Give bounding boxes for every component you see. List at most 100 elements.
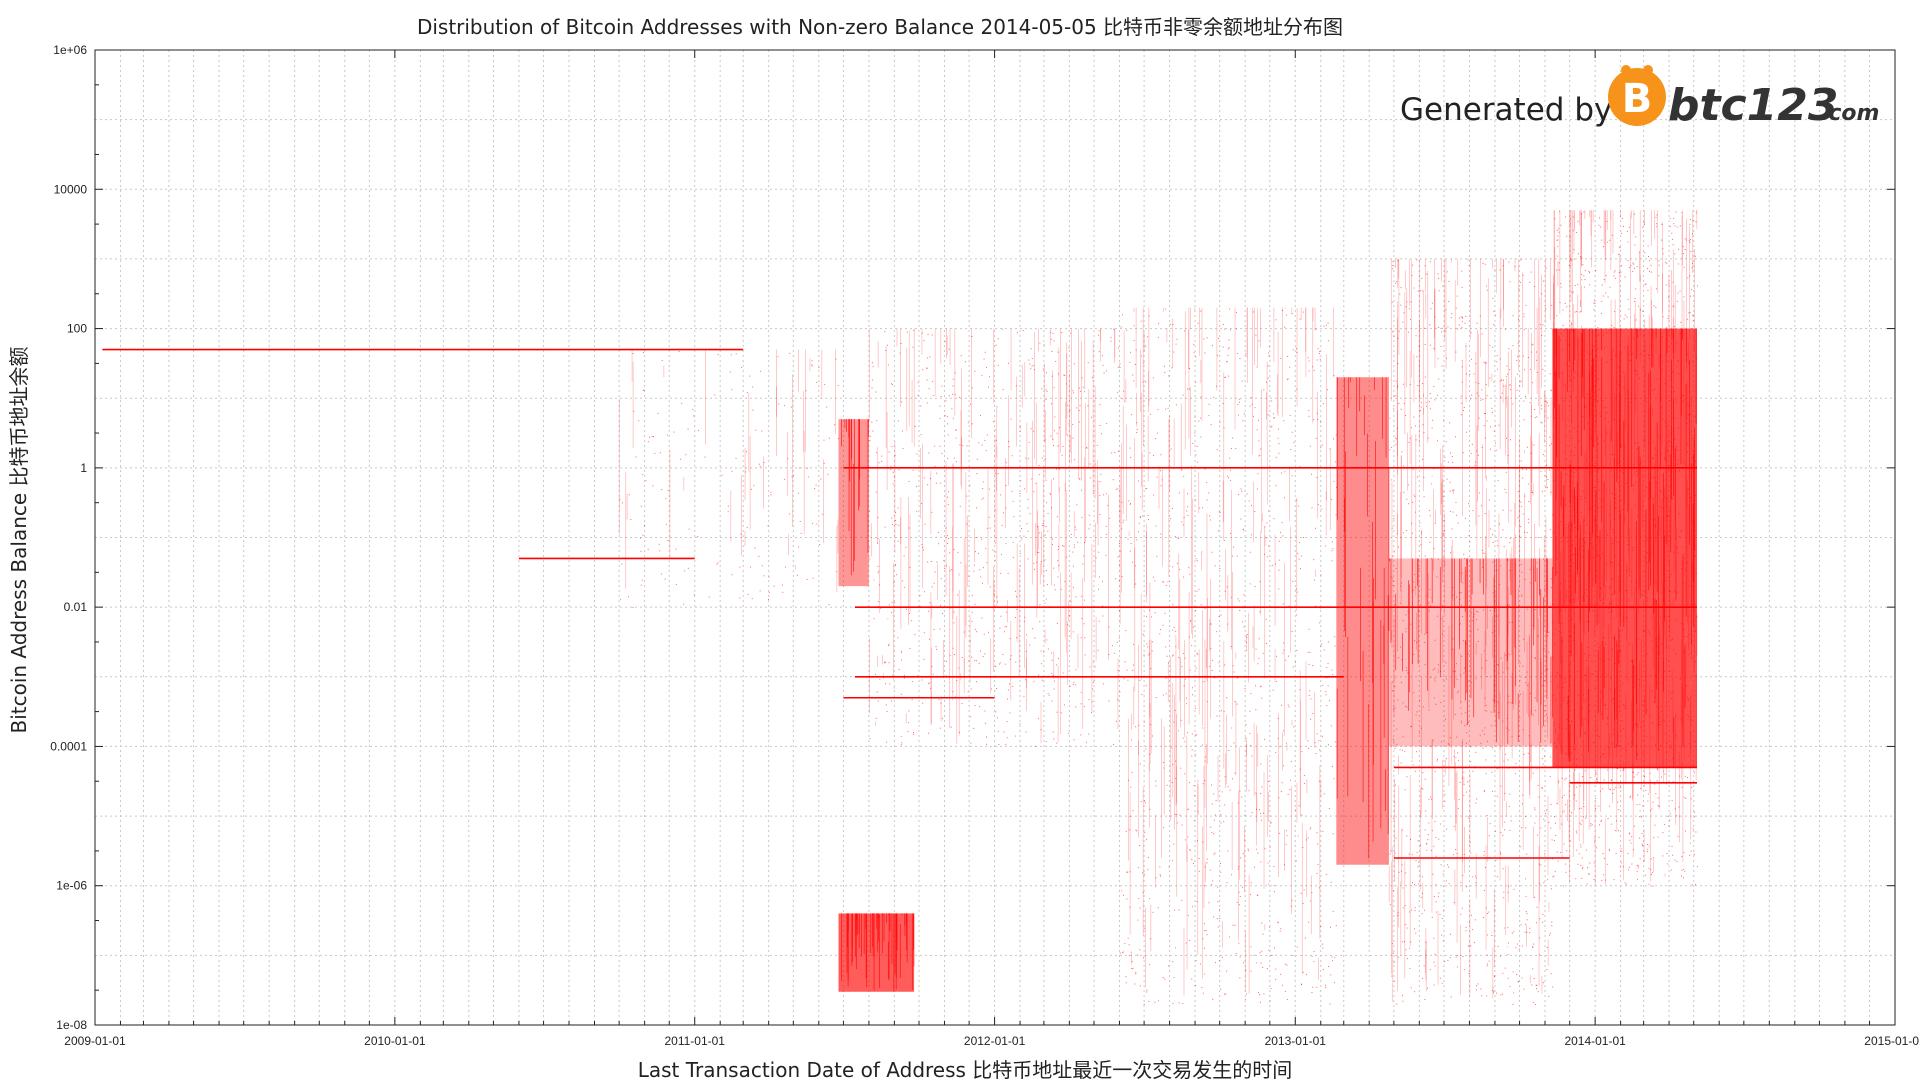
- data-point: [901, 650, 903, 652]
- data-point: [971, 594, 973, 596]
- data-point: [1692, 315, 1694, 317]
- data-point: [1005, 485, 1007, 487]
- data-point: [1416, 259, 1418, 261]
- data-point: [1239, 904, 1241, 906]
- data-point: [1674, 325, 1676, 327]
- data-point: [688, 528, 690, 530]
- data-point: [1167, 407, 1169, 409]
- data-point: [1542, 913, 1544, 915]
- data-point: [1275, 319, 1277, 321]
- data-point: [1465, 373, 1467, 375]
- data-point: [1064, 374, 1066, 376]
- data-point: [1527, 518, 1529, 520]
- data-point: [905, 608, 907, 610]
- data-point: [1609, 286, 1611, 288]
- data-point: [1528, 501, 1530, 503]
- data-point: [921, 332, 923, 334]
- data-point: [1174, 813, 1176, 815]
- data-point: [1308, 663, 1310, 665]
- data-point: [1536, 906, 1538, 908]
- data-point: [1449, 422, 1451, 424]
- data-point: [1142, 515, 1144, 517]
- data-point: [687, 567, 689, 569]
- data-point: [1053, 430, 1055, 432]
- data-point: [1275, 456, 1277, 458]
- data-point: [884, 661, 886, 663]
- data-point: [1271, 400, 1273, 402]
- data-point: [1129, 550, 1131, 552]
- data-point: [1436, 760, 1438, 762]
- data-point: [1014, 617, 1016, 619]
- data-point: [1159, 470, 1161, 472]
- data-point: [1152, 494, 1154, 496]
- data-point: [1574, 769, 1576, 771]
- data-point: [1648, 271, 1650, 273]
- data-point: [1237, 598, 1239, 600]
- data-point: [1051, 375, 1053, 377]
- data-point: [1038, 474, 1040, 476]
- data-point: [1188, 636, 1190, 638]
- data-point: [1531, 491, 1533, 493]
- data-point: [1132, 561, 1134, 563]
- data-point: [1238, 414, 1240, 416]
- data-point: [1400, 646, 1402, 648]
- data-point: [1293, 442, 1295, 444]
- data-point: [966, 445, 968, 447]
- data-point: [1271, 954, 1273, 956]
- data-point: [1335, 514, 1337, 516]
- data-point: [1135, 583, 1137, 585]
- data-point: [1516, 373, 1518, 375]
- data-point: [1197, 840, 1199, 842]
- data-point: [1216, 631, 1218, 633]
- data-point: [1620, 786, 1622, 788]
- data-point: [1628, 869, 1630, 871]
- data-point: [1238, 600, 1240, 602]
- data-point: [1461, 320, 1463, 322]
- data-point: [1536, 416, 1538, 418]
- data-point: [902, 580, 904, 582]
- data-point: [1189, 939, 1191, 941]
- data-point: [894, 564, 896, 566]
- data-point: [1662, 253, 1664, 255]
- data-point: [1243, 962, 1245, 964]
- data-point: [1201, 744, 1203, 746]
- data-point: [995, 344, 997, 346]
- data-point: [1119, 579, 1121, 581]
- data-point: [1046, 390, 1048, 392]
- data-point: [1490, 448, 1492, 450]
- data-point: [920, 405, 922, 407]
- data-point: [1543, 648, 1545, 650]
- data-point: [1284, 864, 1286, 866]
- data-point: [1172, 604, 1174, 606]
- data-point: [1489, 344, 1491, 346]
- data-point: [1611, 823, 1613, 825]
- data-point: [921, 544, 923, 546]
- data-point: [1211, 670, 1213, 672]
- data-point: [1582, 264, 1584, 266]
- data-point: [877, 700, 879, 702]
- data-point: [1133, 325, 1135, 327]
- data-point: [1068, 347, 1070, 349]
- data-point: [784, 566, 786, 568]
- data-point: [1282, 309, 1284, 311]
- data-point: [1100, 473, 1102, 475]
- data-point: [1325, 691, 1327, 693]
- data-point: [947, 496, 949, 498]
- data-point: [1521, 595, 1523, 597]
- data-point: [1422, 383, 1424, 385]
- data-point: [1024, 616, 1026, 618]
- data-point: [1213, 396, 1215, 398]
- data-point: [1127, 871, 1129, 873]
- data-point: [1151, 616, 1153, 618]
- data-point: [919, 605, 921, 607]
- data-point: [1277, 738, 1279, 740]
- data-point: [1023, 535, 1025, 537]
- data-point: [1521, 803, 1523, 805]
- data-point: [1227, 623, 1229, 625]
- data-point: [1187, 914, 1189, 916]
- data-point: [1393, 961, 1395, 963]
- data-point: [1230, 596, 1232, 598]
- data-point: [1217, 886, 1219, 888]
- data-point: [1575, 830, 1577, 832]
- data-point: [746, 451, 748, 453]
